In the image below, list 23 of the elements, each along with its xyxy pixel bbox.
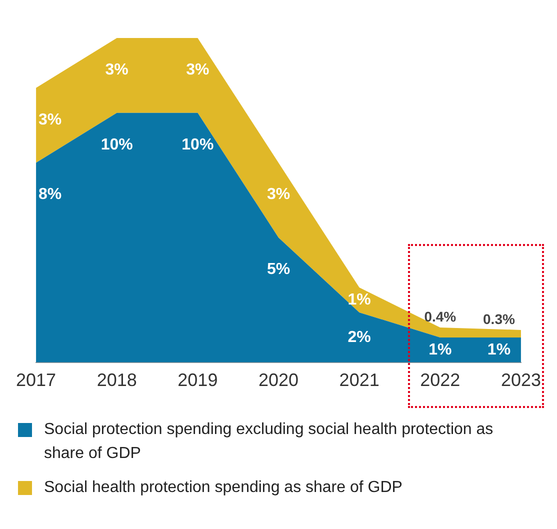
data-label: 3%	[105, 61, 128, 78]
data-label: 0.4%	[424, 308, 457, 324]
x-tick-label: 2023	[500, 370, 541, 390]
x-tick-label: 2018	[96, 370, 137, 390]
x-tick-label: 2021	[339, 370, 380, 390]
data-label: 1%	[487, 341, 511, 358]
x-tick-label: 2022	[420, 370, 460, 390]
x-tick-label: 2017	[16, 370, 56, 390]
data-label: 3%	[266, 186, 290, 204]
legend-label: Social health protection spending as share of GDP	[44, 478, 404, 498]
data-label: 3%	[186, 61, 210, 78]
data-label: 3%	[38, 111, 62, 128]
x-tick-label: 2019	[178, 370, 218, 390]
data-label: 8%	[38, 186, 62, 204]
data-label: 5%	[266, 261, 290, 278]
legend-label: Social protection spending excluding social health protection as share of GDP	[44, 420, 494, 464]
data-label: 10%	[100, 136, 133, 154]
data-label: 0.3%	[483, 310, 516, 327]
data-label: 10%	[182, 136, 214, 154]
data-label: 1%	[428, 341, 452, 358]
data-label: 1%	[348, 291, 371, 308]
x-tick-label: 2020	[258, 370, 299, 390]
data-label: 2%	[348, 328, 371, 346]
